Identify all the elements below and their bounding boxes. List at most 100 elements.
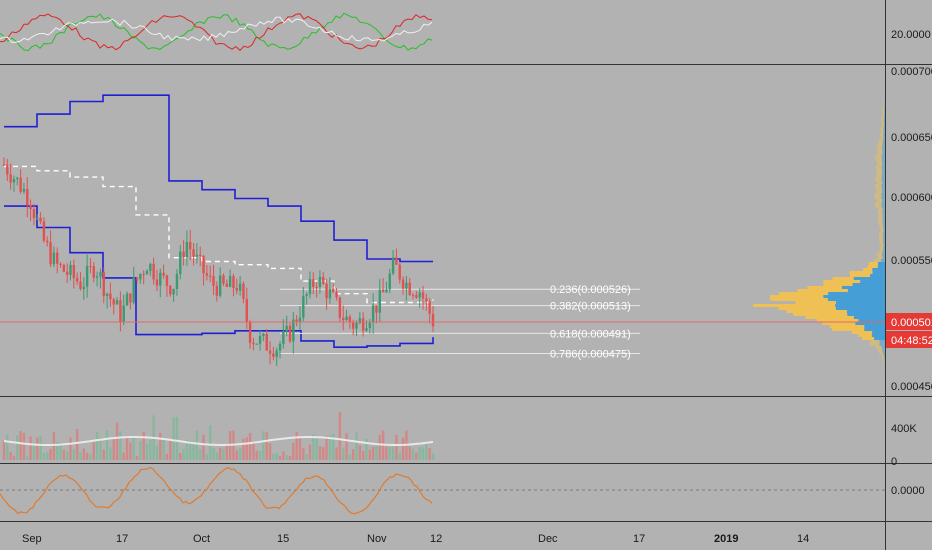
volume-profile-bar xyxy=(883,127,885,130)
candle-body xyxy=(262,334,265,337)
volume-bar xyxy=(328,435,332,460)
volume-profile-bar xyxy=(822,322,856,325)
candle-body xyxy=(265,334,268,351)
volume-profile-bar xyxy=(869,343,880,346)
volume-bar xyxy=(401,437,405,460)
volume-profile-bar xyxy=(878,223,883,226)
volume-profile-bar xyxy=(881,193,885,196)
volume-profile-bar xyxy=(878,208,883,211)
volume-profile-bar xyxy=(882,211,885,214)
volume-profile-bar xyxy=(882,208,885,211)
fibonacci-levels[interactable]: 0.236(0.000526) 0.382(0.000513) 0.618(0.00… xyxy=(280,284,640,361)
volume-profile-bar xyxy=(882,238,885,241)
volume-bar xyxy=(125,436,129,460)
volume-profile-bar xyxy=(882,235,885,238)
volume-profile-bar xyxy=(878,214,883,217)
volume-bar xyxy=(115,422,119,460)
bottom-oscillator-pane[interactable] xyxy=(0,466,885,515)
volume-profile-bar xyxy=(882,256,885,259)
top-oscillator-pane[interactable] xyxy=(0,12,433,52)
volume-profile-bar xyxy=(872,331,885,334)
volume-profile-bar xyxy=(879,238,883,241)
volume-profile-bar xyxy=(879,343,885,346)
candle-body xyxy=(119,300,122,323)
volume-bar xyxy=(238,448,242,460)
volume-profile-bar xyxy=(881,187,885,190)
volume-profile-bar xyxy=(883,244,885,247)
volume-profile-bar xyxy=(872,268,885,271)
candle-body xyxy=(169,285,172,295)
candle-body xyxy=(391,257,395,274)
candle-body xyxy=(49,242,52,265)
volume-bar xyxy=(59,442,62,460)
volume-bar xyxy=(391,446,395,460)
volume-bar xyxy=(145,443,149,460)
volume-bar xyxy=(16,435,19,460)
volume-profile-bar xyxy=(882,139,885,142)
volume-profile-bar xyxy=(881,196,885,199)
volume-profile-bar xyxy=(877,163,883,166)
volume-profile-bar xyxy=(882,115,885,118)
volume-bar xyxy=(425,442,428,460)
volume-profile-bar xyxy=(778,307,836,310)
volume-profile-bar xyxy=(879,340,885,343)
volume-profile-bar xyxy=(869,274,885,277)
candle-body xyxy=(225,283,229,287)
candle-body xyxy=(85,266,89,287)
volume-profile-bar xyxy=(880,259,885,262)
price-pane[interactable]: 0.236(0.000526) 0.382(0.000513) 0.618(0.00… xyxy=(0,94,885,382)
osc-tick-zero: 0.0000 xyxy=(891,485,925,497)
candle-body xyxy=(425,298,428,302)
volume-ma-line xyxy=(3,436,434,446)
volume-profile-bar xyxy=(874,202,882,205)
volume-bar xyxy=(252,441,255,460)
volume-bar xyxy=(89,454,92,460)
volume-bar xyxy=(129,442,132,460)
candle-body xyxy=(122,305,125,323)
volume-bar xyxy=(69,437,72,460)
volume-profile-bar xyxy=(853,316,885,319)
volume-bar xyxy=(82,448,86,460)
volume-profile-bar xyxy=(853,277,885,280)
candle-body xyxy=(162,272,165,276)
price-channel xyxy=(4,94,434,348)
volume-bar xyxy=(385,446,388,460)
time-axis[interactable]: Sep 17 Oct 15 Nov 12 Dec 17 2019 14 xyxy=(22,533,809,545)
candle-body xyxy=(132,277,135,303)
volume-bar xyxy=(332,433,335,460)
volume-bar xyxy=(365,438,368,460)
volume-profile-bar xyxy=(882,145,885,148)
candle-body xyxy=(115,300,119,305)
volume-pane[interactable] xyxy=(2,411,435,460)
volume-bar xyxy=(222,448,225,460)
fib-level-label: 0.236(0.000526) xyxy=(550,284,631,296)
volume-profile-bar xyxy=(881,178,885,181)
volume-bar xyxy=(272,454,275,460)
volume-profile-bar xyxy=(879,247,884,250)
candle-body xyxy=(19,177,22,192)
volume-profile-bar xyxy=(884,364,885,367)
volume-profile-bar xyxy=(874,337,885,340)
candle-body xyxy=(152,263,155,280)
candle-body xyxy=(145,271,149,275)
volume-profile-bar xyxy=(835,307,885,310)
candle-body xyxy=(215,285,219,296)
volume-profile-bar xyxy=(877,265,885,268)
volume-profile-bar xyxy=(882,142,885,145)
volume-bar xyxy=(42,453,46,460)
volume-profile-bar xyxy=(877,256,883,259)
rsi-minus-line xyxy=(0,13,433,52)
volume-profile-bar xyxy=(876,253,883,256)
volume-profile-bar xyxy=(823,283,853,286)
volume-profile-bar xyxy=(882,232,885,235)
volume-profile-bar xyxy=(847,289,885,292)
volume-bar xyxy=(395,435,398,460)
volume-profile-bar xyxy=(881,157,885,160)
volume-profile-bar xyxy=(849,271,873,274)
volume-profile-bar xyxy=(769,295,824,298)
volume-bar xyxy=(105,430,109,460)
